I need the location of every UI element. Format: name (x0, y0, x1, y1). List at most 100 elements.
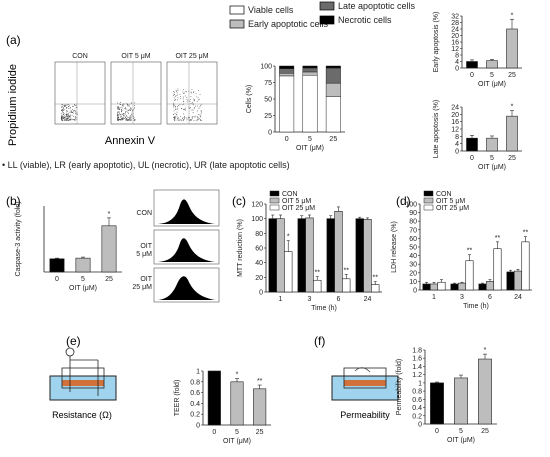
flow-dot (189, 117, 190, 119)
chart-f-xtick-label: 0 (435, 428, 439, 435)
flow-dot (61, 119, 63, 121)
flow-dot (176, 111, 178, 113)
legend-label-necrotic: Necrotic cells (338, 15, 392, 25)
flow-dot (128, 103, 130, 105)
chart-b-xlabel: OIT (μM) (69, 285, 97, 292)
bar-a-stacked-viable-cells-0 (279, 75, 295, 133)
chart-f-ytick-label: 1.6 (412, 356, 422, 363)
flow-dot (70, 110, 72, 112)
flow-dot (193, 120, 195, 121)
flow-dot (183, 118, 185, 120)
flow-dot (123, 117, 124, 119)
flow-dot (63, 110, 64, 111)
legend-label-d: CON (436, 191, 452, 198)
flow-dot (173, 104, 174, 106)
flow-dot (133, 117, 135, 118)
chart-d-ytick-label: 60 (409, 236, 417, 243)
flow-dot (70, 119, 71, 120)
flow-dot (64, 117, 66, 118)
flow-dot (74, 119, 75, 121)
flow-dot (131, 112, 133, 114)
flow-dot (117, 102, 118, 104)
flow-dot (176, 116, 178, 118)
chart-a-stacked-xtick-label: 25 (329, 136, 337, 143)
flow-dot (183, 101, 184, 102)
hist-label-oit25-b: 25 μM (132, 284, 152, 291)
flow-dot (134, 119, 135, 121)
flow-dot (63, 106, 64, 108)
flow-dot (64, 105, 65, 106)
flow-dot (191, 92, 192, 94)
flow-dot (71, 119, 73, 121)
chart-c-ytick-label: 80 (255, 231, 263, 238)
flow-dot (192, 109, 194, 111)
flow-dot (61, 119, 62, 120)
flow-dot (67, 110, 68, 112)
flow-dot (72, 106, 74, 107)
flow-dot (183, 93, 184, 94)
flow-dot (182, 104, 184, 105)
bar-a-stacked-necrotic-cells-0 (279, 65, 295, 69)
flow-dot (176, 109, 178, 110)
legend-label-viable: Viable cells (248, 5, 294, 15)
chart-a-late-ytick-label: 8 (455, 134, 459, 141)
flow-dot (118, 111, 120, 113)
flow-dot (174, 94, 175, 95)
flow-dot (175, 105, 176, 107)
flow-dot (128, 119, 130, 120)
flow-dot (182, 91, 184, 93)
flow-dot (64, 119, 66, 120)
flow-dot (74, 104, 75, 105)
flow-dot (193, 116, 195, 117)
chart-a-late-xlabel: OIT (μM) (478, 164, 506, 171)
flow-dot (70, 110, 72, 111)
flow-dot (61, 104, 63, 105)
flow-dot (122, 118, 124, 120)
flow-dot (119, 119, 121, 121)
chart-f: 0 0.20.40.60.8 11.21.41.61.8 OIT (μM) Permea… (396, 347, 497, 444)
flow-dot (66, 114, 67, 116)
flow-dot (182, 98, 184, 100)
chart-f-ytick-label: 0.8 (412, 389, 422, 396)
flow-dot (194, 100, 195, 101)
flow-dot (173, 119, 175, 120)
chart-c-ytick-label: 60 (255, 246, 263, 253)
flow-dot (177, 117, 179, 119)
flow-dot (190, 91, 192, 93)
flow-dot (61, 118, 63, 120)
flow-dot (195, 105, 196, 107)
chart-e-ytick-label: 0.8 (190, 379, 200, 386)
flow-dot (198, 114, 199, 115)
flow-dot (179, 119, 181, 121)
flow-dot (130, 120, 131, 121)
chart-d-ytick-label: 70 (409, 227, 417, 234)
chart-f-ytick-label: 0 (418, 422, 422, 429)
flow-dot (69, 116, 71, 118)
flow-dot (117, 114, 119, 115)
flow-dot (121, 111, 122, 113)
chart-e-ytick-label: 0 (196, 423, 200, 430)
bar-d-s2-6 (493, 248, 502, 291)
flow-dot (191, 118, 193, 119)
flow-dot (128, 105, 129, 107)
bar-a-stacked-necrotic-cells-5 (302, 65, 318, 69)
flow-dot (66, 116, 68, 117)
flow-dot (63, 114, 64, 115)
chart-f-ytick-label: 1.8 (412, 348, 422, 355)
flow-dot (175, 96, 177, 97)
flow-dot (200, 116, 201, 118)
histogram-peak-oit25 (158, 276, 215, 300)
chart-e-ytick-label: 0.4 (190, 401, 200, 408)
flow-dot (66, 116, 67, 118)
flow-dot (117, 114, 118, 115)
flow-dot (134, 118, 136, 120)
flow-dot (123, 115, 124, 116)
flow-dot (188, 91, 190, 92)
flow-dot (69, 116, 70, 118)
chart-f-ylabel: Permeability (fold) (396, 359, 403, 415)
flow-dot (131, 103, 132, 104)
flow-dot (197, 97, 199, 99)
flow-dot (173, 114, 174, 115)
flow-dot (191, 109, 193, 111)
flow-dot (117, 107, 118, 109)
